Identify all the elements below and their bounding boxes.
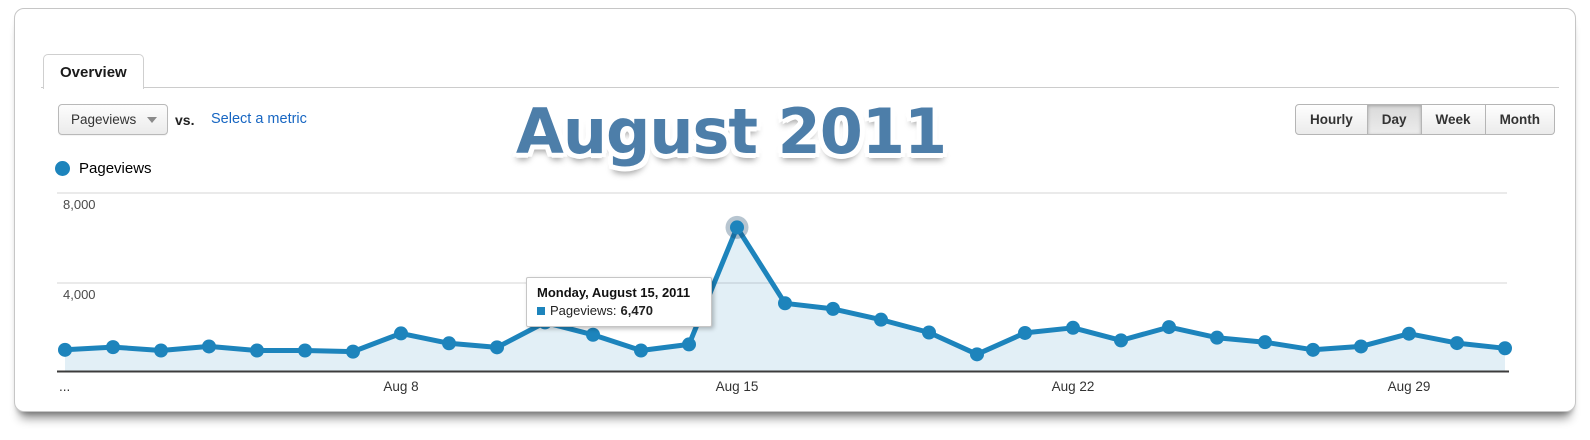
granularity-button-group: Hourly Day Week Month [1295, 104, 1556, 135]
tooltip-metric-label: Pageviews: [550, 303, 617, 318]
chevron-down-icon [147, 116, 157, 123]
legend: Pageviews [55, 160, 152, 177]
pageviews-chart[interactable] [15, 9, 1575, 411]
select-metric-link[interactable]: Select a metric [211, 111, 307, 127]
tooltip-date: Monday, August 15, 2011 [537, 285, 691, 300]
x-axis-tick-ellipsis: ... [59, 379, 71, 394]
legend-series-dot-icon [55, 161, 70, 176]
tab-bar-divider [41, 87, 1559, 88]
vs-label: vs. [175, 112, 195, 128]
month-button[interactable]: Month [1485, 104, 1556, 135]
chart-month-title: August 2011 [515, 95, 947, 168]
x-axis-tick-aug8: Aug 8 [383, 379, 419, 394]
legend-series-label: Pageviews [79, 160, 152, 177]
tooltip-metric-value: 6,470 [620, 303, 654, 318]
day-button[interactable]: Day [1367, 104, 1422, 135]
series-swatch-icon [537, 306, 545, 315]
x-axis-tick-aug22: Aug 22 [1051, 379, 1095, 394]
y-axis-tick-4000: 4,000 [63, 287, 96, 302]
week-button[interactable]: Week [1421, 104, 1486, 135]
y-axis-tick-8000: 8,000 [63, 197, 96, 212]
tooltip-metric-row: Pageviews: 6,470 [537, 303, 701, 318]
x-axis-tick-aug15: Aug 15 [715, 379, 759, 394]
hourly-button[interactable]: Hourly [1295, 104, 1368, 135]
data-point-tooltip: Monday, August 15, 2011 Pageviews: 6,470 [526, 277, 712, 327]
tab-overview[interactable]: Overview [43, 54, 144, 89]
metric-dropdown-label: Pageviews [71, 112, 137, 127]
analytics-panel: Overview Pageviews vs. Select a metric A… [14, 8, 1576, 412]
x-axis-tick-aug29: Aug 29 [1387, 379, 1431, 394]
metric-dropdown[interactable]: Pageviews [58, 104, 168, 135]
tab-overview-label: Overview [60, 63, 127, 81]
